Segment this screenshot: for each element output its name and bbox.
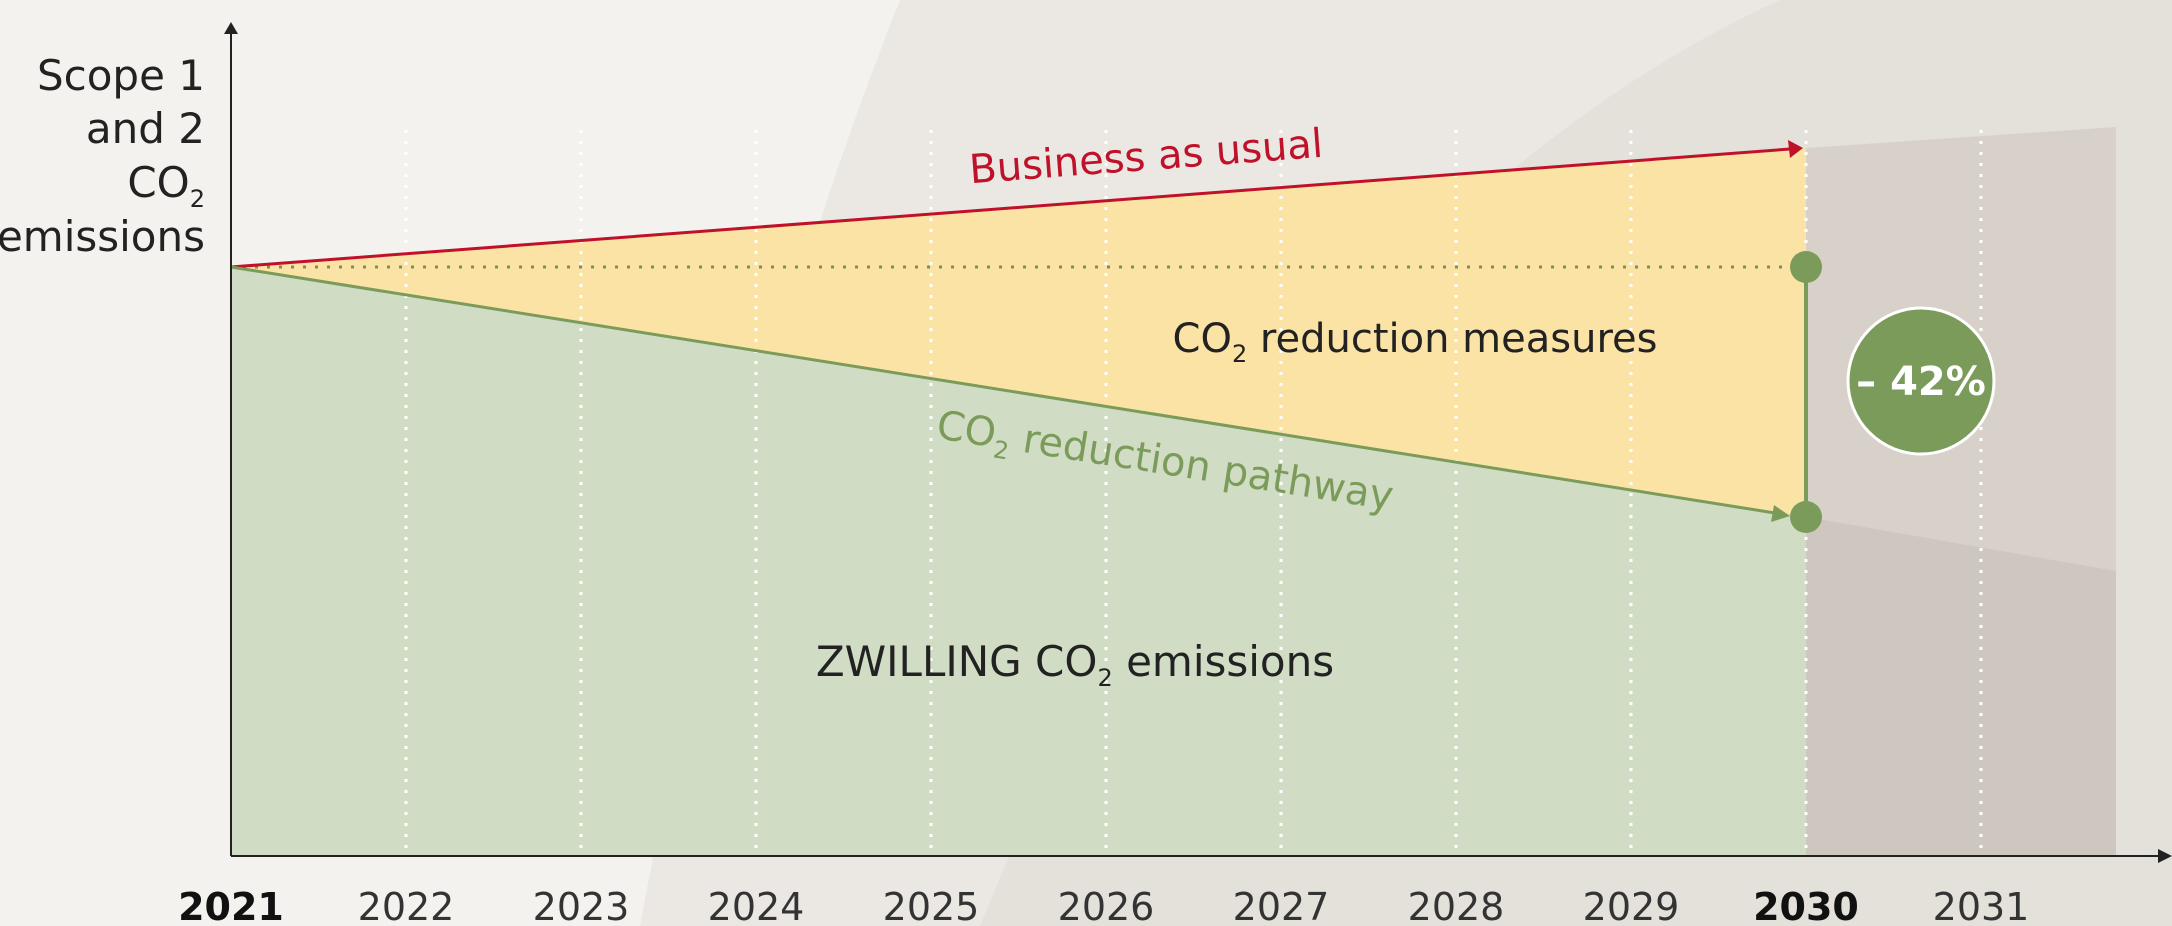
reduction-badge-text: – 42% [1856,359,1986,405]
label-rest: reduction measures [1247,316,1657,362]
x-tick-label: 2025 [883,885,980,926]
y-label-line: Scope 1 [37,51,205,100]
y-label-sub: 2 [190,185,205,213]
x-tick-label: 2026 [1058,885,1155,926]
pathway-line [230,265,1776,515]
label-lead: ZWILLING CO [816,637,1098,686]
future-area-lower [1806,517,2116,856]
business-arrow [1788,140,1803,158]
y-label-line: CO2 [127,158,205,213]
end-dot [1790,501,1822,533]
x-tick-label: 2024 [708,885,805,926]
label-co: CO [934,402,1000,457]
reduction-area [231,148,1806,517]
measures-label: CO2 reduction measures [1173,316,1658,368]
x-tick-label: 2027 [1233,885,1330,926]
y-label-co: CO [127,158,189,207]
label-co: CO [1173,316,1232,362]
label-rest: emissions [1113,637,1334,686]
y-axis-arrow [224,22,238,34]
x-tick-label: 2028 [1408,885,1505,926]
y-axis-label: Scope 1 and 2 CO2 emissions [0,51,205,261]
business-line [230,147,1791,269]
start-dot [1790,251,1822,283]
x-tick-label: 2022 [358,885,455,926]
label-sub: 2 [991,435,1010,465]
x-axis-arrow [2158,849,2172,863]
y-label-line: emissions [0,212,205,261]
label-sub: 2 [1097,664,1112,692]
x-tick-label: 2031 [1933,885,2030,926]
x-tick-label: 2021 [178,885,284,926]
label-sub: 2 [1232,340,1247,368]
pathway-arrow [1771,505,1790,522]
x-tick-label: 2030 [1753,885,1859,926]
x-tick-label: 2029 [1583,885,1680,926]
reduction-badge [1846,306,1996,456]
emissions-area [231,267,1806,856]
emissions-label: ZWILLING CO2 emissions [816,637,1334,692]
grid [404,130,1983,856]
y-label-line: and 2 [86,104,205,153]
x-tick-label: 2023 [533,885,630,926]
